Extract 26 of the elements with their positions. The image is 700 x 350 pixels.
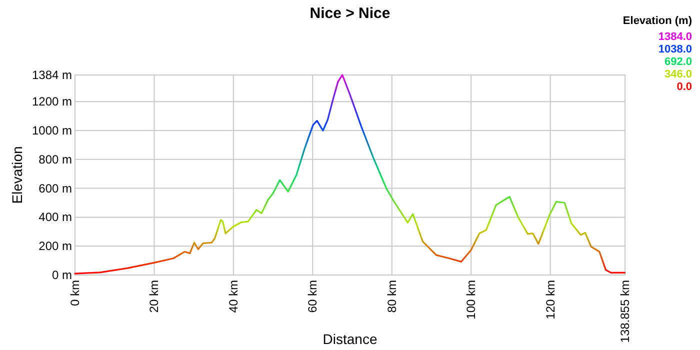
- x-tick-label: 0 km: [68, 280, 82, 306]
- x-tick-label: 100 km: [464, 280, 478, 320]
- color-bar-title: Elevation (m): [622, 15, 692, 27]
- y-tick-label: 1000 m: [32, 123, 72, 138]
- y-tick-label: 600 m: [38, 181, 72, 196]
- y-tick-label: 1200 m: [32, 94, 72, 109]
- y-tick-label: 200 m: [38, 239, 72, 254]
- line-series: [74, 74, 626, 274]
- y-tick-label: 400 m: [38, 210, 72, 224]
- chart-title: Nice > Nice: [310, 5, 390, 22]
- x-axis-title: Distance: [322, 331, 378, 347]
- y-tick-label: 0 m: [52, 268, 72, 282]
- y-tick-label: 1384 m: [32, 68, 72, 82]
- x-tick-label: 120 km: [543, 280, 558, 320]
- x-tick-label: 80 km: [384, 280, 399, 313]
- text: 1038.0: [658, 44, 692, 56]
- text: 1384.0: [658, 31, 692, 43]
- x-tick-label: 138.855 km: [618, 280, 632, 343]
- text: 692.0: [664, 56, 692, 68]
- text: 0.0: [676, 81, 692, 93]
- x-tick-label: 20 km: [147, 280, 162, 313]
- y-tick-label: 800 m: [38, 152, 72, 166]
- x-tick-label: 40 km: [226, 280, 240, 313]
- x-tick-label: 60 km: [306, 280, 320, 313]
- text: 346.0: [664, 68, 692, 80]
- y-axis-title: Elevation: [9, 146, 25, 204]
